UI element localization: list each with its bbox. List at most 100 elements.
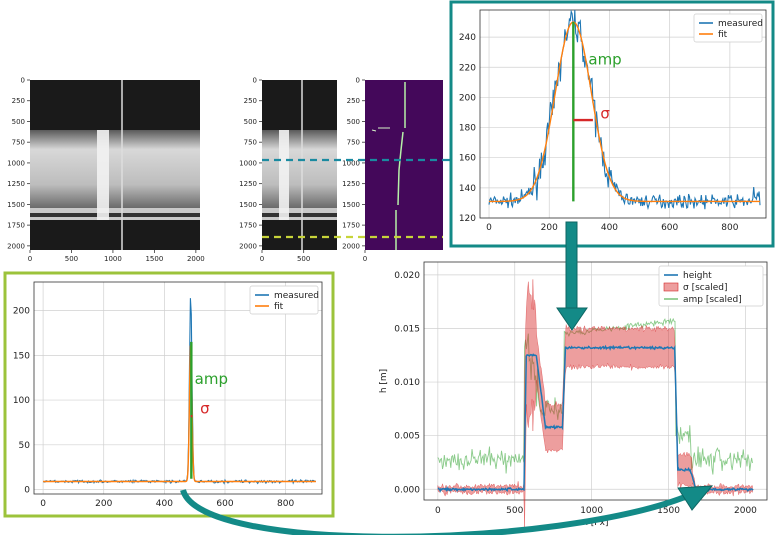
y-tick-label: 160 xyxy=(459,154,476,164)
image-y-tick-label: 1000 xyxy=(239,159,257,167)
x-tick-label: 400 xyxy=(601,223,618,233)
image-y-tick-label: 1500 xyxy=(239,201,257,209)
y-tick-label: 0.005 xyxy=(394,432,420,442)
image-y-tick-label: 500 xyxy=(244,118,257,126)
series-fit xyxy=(43,345,316,483)
legend-label: amp [scaled] xyxy=(683,295,742,305)
teal-frame xyxy=(449,0,775,248)
image-x-tick-label: 1500 xyxy=(145,255,163,263)
image-y-tick-label: 0 xyxy=(21,77,25,85)
image-y-tick-label: 750 xyxy=(347,139,360,147)
amp-annotation-label: amp xyxy=(195,370,228,388)
image-y-tick-label: 0 xyxy=(356,77,360,85)
x-tick-label: 200 xyxy=(95,499,112,509)
y-tick-label: 200 xyxy=(13,307,30,317)
legend-box xyxy=(658,265,764,307)
y-tick-label: 0.015 xyxy=(394,324,420,334)
image-y-tick-label: 250 xyxy=(244,97,257,105)
x-tick-label: 400 xyxy=(156,499,173,509)
series-measured xyxy=(488,9,761,211)
x-tick-label: 0 xyxy=(486,223,492,233)
x-tick-label: 2000 xyxy=(734,506,757,516)
x-tick-label: 0 xyxy=(435,506,441,516)
curved-arrow xyxy=(180,485,714,535)
cropped-image-y-axis: 0 250 500 750 1000 1250 1500 1750 2000 xyxy=(239,77,262,250)
image-y-tick-label: 1250 xyxy=(239,180,257,188)
image-x-tick-label: 1000 xyxy=(104,255,122,263)
image-y-tick-label: 2000 xyxy=(342,242,360,250)
cropped-image-beam xyxy=(262,130,337,208)
legend-label-measured: measured xyxy=(718,19,763,29)
x-tick-label: 200 xyxy=(541,223,558,233)
image-y-tick-label: 1250 xyxy=(7,180,25,188)
y-tick-label: 120 xyxy=(459,214,476,224)
y-tick-label: 0 xyxy=(24,486,30,496)
y-tick-label: 220 xyxy=(459,63,476,73)
y-tick-label: 140 xyxy=(459,184,476,194)
down-arrow xyxy=(556,221,588,331)
y-tick-label: 180 xyxy=(459,124,476,134)
curved-arrow-shaft xyxy=(180,488,692,535)
image-y-tick-label: 500 xyxy=(347,118,360,126)
image-x-tick-label: 0 xyxy=(260,255,264,263)
image-y-tick-label: 1500 xyxy=(342,201,360,209)
x-tick-label: 600 xyxy=(216,499,233,509)
x-tick-label: 800 xyxy=(277,499,294,509)
image-y-tick-label: 750 xyxy=(12,139,25,147)
down-arrow-head xyxy=(556,307,588,331)
mask-image-y-axis: 0 250 500 750 1000 1250 1500 1750 2000 xyxy=(342,77,365,250)
cropped-image-x-axis: 0 500 xyxy=(260,250,310,263)
raw-image-gap xyxy=(30,213,200,217)
raw-image-laser-line xyxy=(97,130,109,220)
legend-label: height xyxy=(683,271,712,281)
image-y-tick-label: 2000 xyxy=(7,242,25,250)
raw-image-beam xyxy=(30,130,200,208)
image-y-tick-label: 0 xyxy=(253,77,257,85)
plot-area-border xyxy=(423,261,768,501)
x-tick-label: 0 xyxy=(40,499,46,509)
legend-box xyxy=(693,13,763,43)
series-sigma-band xyxy=(437,279,753,528)
image-y-tick-label: 500 xyxy=(12,118,25,126)
mask-image-speckles xyxy=(371,127,390,132)
image-y-tick-label: 2000 xyxy=(239,242,257,250)
legend-label: σ [scaled] xyxy=(683,283,728,293)
sigma-annotation-label: σ xyxy=(200,399,210,417)
image-x-tick-label: 0 xyxy=(363,255,367,263)
y-tick-label: 240 xyxy=(459,33,476,43)
image-y-tick-label: 1250 xyxy=(342,180,360,188)
y-tick-label: 100 xyxy=(13,396,30,406)
series-fit xyxy=(489,21,760,203)
y-tick-label: 0.010 xyxy=(394,378,420,388)
image-y-tick-label: 250 xyxy=(347,97,360,105)
image-y-tick-label: 1500 xyxy=(7,201,25,209)
y-axis-label: h [m] xyxy=(379,369,389,393)
y-tick-label: 200 xyxy=(459,93,476,103)
legend-label-fit: fit xyxy=(718,30,728,40)
legend-swatch-sigma xyxy=(663,282,679,292)
teal-profile-chart: 0 200 400 600 800 120 140 160 180 200 220 240 amp σ me… xyxy=(459,9,767,233)
image-y-tick-label: 1750 xyxy=(342,222,360,230)
raw-image-x-axis: 0 500 1000 1500 2000 xyxy=(28,250,205,263)
image-raw: 0 250 500 750 1000 1250 1500 1750 2000 0 500 1000 1… xyxy=(7,77,205,264)
image-y-tick-label: 1000 xyxy=(342,159,360,167)
x-tick-label: 500 xyxy=(506,506,523,516)
plot-area-border xyxy=(479,9,767,219)
x-tick-label: 1500 xyxy=(657,506,680,516)
cropped-image-gap xyxy=(262,213,337,217)
image-mask: 0 250 500 750 1000 1250 1500 1750 2000 0 xyxy=(342,77,443,263)
image-cropped: 0 250 500 750 1000 1250 1500 1750 2000 0 500 xyxy=(239,77,337,263)
y-tick-label: 0.000 xyxy=(394,485,420,495)
legend-box xyxy=(249,285,319,315)
legend-label-fit: fit xyxy=(274,302,284,312)
y-tick-label: 50 xyxy=(19,441,31,451)
height-profile-chart: 0 500 1000 1500 2000 0.000 0.005 0.010 0.015 0.02… xyxy=(379,261,768,528)
image-y-tick-label: 1750 xyxy=(7,222,25,230)
cropped-image-laser-line xyxy=(279,130,289,220)
image-x-tick-label: 500 xyxy=(65,255,78,263)
y-tick-label: 0.020 xyxy=(394,271,420,281)
image-y-tick-label: 1000 xyxy=(7,159,25,167)
image-x-tick-label: 0 xyxy=(28,255,32,263)
